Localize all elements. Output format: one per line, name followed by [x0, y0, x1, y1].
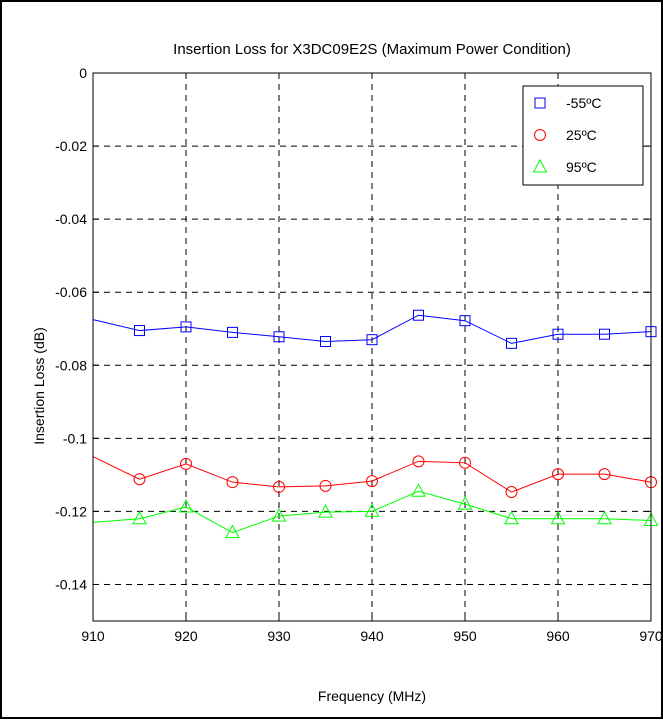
x-tick-label: 940: [360, 628, 384, 644]
y-axis-label: Insertion Loss (dB): [31, 327, 47, 445]
chart-title: Insertion Loss for X3DC09E2S (Maximum Po…: [173, 41, 571, 58]
legend-label: 25ºC: [566, 127, 597, 143]
data-point: [505, 486, 518, 499]
legend-marker: [532, 158, 548, 173]
data-point: [271, 508, 287, 522]
data-point: [552, 468, 564, 481]
data-point: [132, 510, 147, 525]
y-tick-label: -0.14: [55, 576, 87, 592]
data-point: [597, 510, 612, 525]
data-point: [550, 510, 566, 525]
legend-marker: [534, 97, 546, 109]
y-tick-label: -0.06: [55, 284, 87, 300]
data-point: [180, 321, 192, 333]
series-layer: [92, 309, 659, 539]
axis-ticks: 910 920 930 940 950 960 970 0 -0.02 -0.04 -0.06 -0.…: [55, 65, 663, 644]
x-tick-label: 960: [546, 628, 570, 644]
data-point: [506, 337, 517, 349]
y-tick-label: 0: [79, 65, 87, 81]
data-point: [459, 315, 471, 327]
x-tick-label: 910: [81, 628, 105, 644]
y-tick-label: -0.12: [55, 503, 87, 519]
y-tick-label: -0.1: [63, 430, 87, 446]
data-point: [318, 504, 333, 518]
data-point: [412, 455, 425, 468]
data-point: [227, 326, 238, 338]
series-line: [92, 490, 652, 534]
data-point: [364, 503, 380, 517]
data-point: [319, 479, 332, 492]
y-tick-label: -0.04: [55, 211, 87, 227]
data-point: [226, 476, 239, 489]
x-tick-label: 950: [453, 628, 477, 644]
data-point: [366, 334, 378, 346]
y-tick-label: -0.02: [55, 138, 87, 154]
data-point: [411, 483, 426, 497]
series-line: [92, 314, 652, 344]
legend-label: 95ºC: [566, 159, 597, 175]
legend-marker: [534, 129, 546, 141]
data-point: [504, 510, 519, 525]
legend: -55ºC 25ºC 95ºC: [522, 85, 644, 186]
data-point: [366, 475, 378, 488]
data-point: [133, 473, 146, 486]
x-tick-label: 930: [267, 628, 291, 644]
data-point: [180, 457, 192, 470]
series-line: [92, 456, 652, 493]
grid-lines: [93, 73, 651, 621]
data-point: [599, 328, 610, 340]
data-point: [457, 496, 473, 510]
x-axis-label: Frequency (MHz): [318, 688, 426, 704]
data-point: [320, 336, 331, 348]
data-point: [413, 309, 424, 321]
data-point: [225, 524, 240, 539]
legend-label: -55ºC: [566, 95, 601, 111]
legend-box: [522, 85, 644, 186]
x-tick-label: 970: [639, 628, 663, 644]
data-point: [273, 480, 285, 493]
x-tick-label: 920: [174, 628, 198, 644]
y-tick-label: -0.08: [55, 357, 87, 373]
data-point: [273, 331, 285, 343]
data-point: [552, 328, 564, 340]
data-point: [178, 498, 194, 513]
data-point: [134, 325, 145, 337]
data-point: [459, 456, 471, 469]
data-point: [598, 468, 611, 481]
